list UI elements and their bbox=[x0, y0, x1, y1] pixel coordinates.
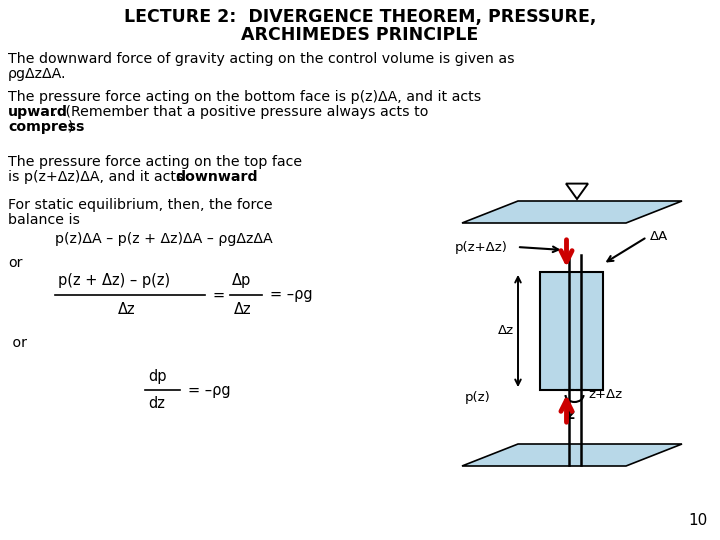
Text: For static equilibrium, then, the force: For static equilibrium, then, the force bbox=[8, 198, 273, 212]
Text: .  (Remember that a positive pressure always acts to: . (Remember that a positive pressure alw… bbox=[52, 105, 428, 119]
Text: z+Δz: z+Δz bbox=[588, 388, 623, 402]
Text: balance is: balance is bbox=[8, 213, 80, 227]
Polygon shape bbox=[566, 184, 588, 199]
Text: or: or bbox=[8, 336, 27, 350]
Text: ): ) bbox=[68, 120, 73, 134]
Text: compress: compress bbox=[8, 120, 84, 134]
Text: =: = bbox=[212, 287, 224, 302]
Polygon shape bbox=[462, 201, 682, 223]
Text: The pressure force acting on the bottom face is p(z)ΔA, and it acts: The pressure force acting on the bottom … bbox=[8, 90, 481, 104]
Text: or: or bbox=[8, 256, 22, 270]
Polygon shape bbox=[462, 444, 682, 466]
Text: = –ρg: = –ρg bbox=[270, 287, 312, 302]
Text: dz: dz bbox=[148, 396, 165, 411]
Text: ARCHIMEDES PRINCIPLE: ARCHIMEDES PRINCIPLE bbox=[241, 26, 479, 44]
Text: upward: upward bbox=[8, 105, 68, 119]
Text: Δz: Δz bbox=[118, 301, 135, 316]
Text: z: z bbox=[567, 408, 575, 422]
Text: p(z + Δz) – p(z): p(z + Δz) – p(z) bbox=[58, 273, 170, 288]
Text: Δz: Δz bbox=[498, 325, 514, 338]
Text: dp: dp bbox=[148, 368, 166, 383]
Text: Δp: Δp bbox=[232, 273, 251, 288]
Text: Δz: Δz bbox=[234, 301, 251, 316]
Text: ρgΔzΔA.: ρgΔzΔA. bbox=[8, 67, 66, 81]
Text: .: . bbox=[233, 170, 238, 184]
Text: p(z): p(z) bbox=[464, 392, 490, 404]
Text: p(z)ΔA – p(z + Δz)ΔA – ρgΔzΔA: p(z)ΔA – p(z + Δz)ΔA – ρgΔzΔA bbox=[55, 232, 273, 246]
Bar bbox=[540, 272, 603, 390]
Text: = –ρg: = –ρg bbox=[188, 382, 230, 397]
Text: 10: 10 bbox=[689, 513, 708, 528]
Text: is p(z+Δz)ΔA, and it acts: is p(z+Δz)ΔA, and it acts bbox=[8, 170, 188, 184]
Text: The pressure force acting on the top face: The pressure force acting on the top fac… bbox=[8, 155, 302, 169]
Text: ΔA: ΔA bbox=[650, 231, 668, 244]
Text: LECTURE 2:  DIVERGENCE THEOREM, PRESSURE,: LECTURE 2: DIVERGENCE THEOREM, PRESSURE, bbox=[124, 8, 596, 26]
Text: The downward force of gravity acting on the control volume is given as: The downward force of gravity acting on … bbox=[8, 52, 515, 66]
Text: p(z+Δz): p(z+Δz) bbox=[455, 240, 508, 253]
Text: downward: downward bbox=[175, 170, 258, 184]
